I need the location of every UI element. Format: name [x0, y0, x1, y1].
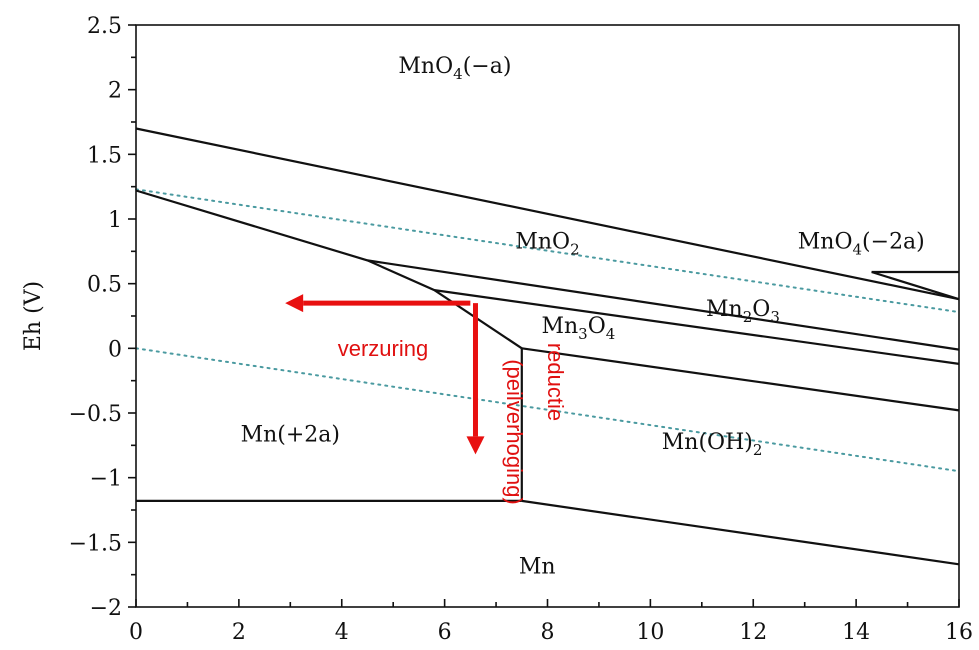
region-label: Mn	[519, 554, 556, 579]
x-tick-label: 2	[232, 620, 246, 645]
region-labels: MnO4(−a) MnO4(−2a) MnO2 Mn2O3 Mn3O4 Mn(+2a) Mn…	[241, 54, 925, 580]
phase-boundaries	[135, 127, 960, 566]
boundary-mn2a-oxides	[135, 189, 523, 350]
x-tick-label: 12	[739, 620, 767, 645]
x-tick-label: 0	[129, 620, 143, 645]
annotation-arrows	[285, 294, 485, 455]
y-axis-label: Eh (V)	[21, 281, 46, 351]
water-stability-lines	[135, 188, 960, 473]
water-line-o2-h2o	[135, 188, 960, 314]
boundary-mno4a-mno2	[135, 127, 960, 301]
water-line-h2o-h2	[135, 347, 960, 473]
y-tick-label: −2	[90, 596, 122, 621]
boundary-mn3o4-mnoh2	[521, 347, 960, 412]
region-label: MnO2	[515, 230, 579, 259]
verzuring-arrow	[285, 294, 471, 313]
x-tick-label: 16	[945, 620, 973, 645]
boundary-mno4-2a-diag	[871, 270, 960, 301]
reductie-label: reductie	[543, 343, 568, 421]
y-tick-label: 2	[108, 79, 122, 104]
x-tick-label: 6	[438, 620, 452, 645]
x-tick-label: 14	[842, 620, 870, 645]
x-tick-label: 8	[541, 620, 555, 645]
y-tick-label: 2.5	[87, 14, 122, 39]
region-label: MnO4(−a)	[398, 54, 511, 83]
y-axis: 2.5 2 1.5 1 0.5 0 −0.5 −1 −1.5 −2	[69, 14, 136, 621]
region-label: Mn3O4	[541, 314, 615, 343]
y-tick-label: −0.5	[69, 402, 122, 427]
peilverhoging-label: (peilverhoging)	[502, 359, 527, 505]
y-tick-label: −1.5	[69, 531, 122, 556]
arrow-head	[466, 436, 485, 455]
y-tick-label: 0	[108, 337, 122, 362]
boundary-mn2o3-mn3o4	[434, 289, 960, 365]
verzuring-label: verzuring	[338, 336, 428, 361]
y-tick-label: 0.5	[87, 273, 122, 298]
boundary-mno2-mn2o3	[367, 259, 960, 351]
x-tick-label: 10	[636, 620, 664, 645]
region-label: Mn(+2a)	[241, 422, 340, 447]
boundary-mnoh2-mn	[521, 499, 960, 566]
y-tick-label: 1	[108, 208, 122, 233]
y-tick-label: −1	[90, 467, 122, 492]
x-tick-label: 4	[335, 620, 349, 645]
reductie-arrow	[466, 303, 485, 455]
region-label: Mn2O3	[706, 297, 780, 326]
y-tick-label: 1.5	[87, 143, 122, 168]
region-label: MnO4(−2a)	[798, 230, 925, 259]
region-label: Mn(OH)2	[662, 430, 763, 459]
arrow-head	[285, 294, 304, 313]
x-axis: 0 2 4 6 8 10 12 14 16	[129, 599, 973, 645]
